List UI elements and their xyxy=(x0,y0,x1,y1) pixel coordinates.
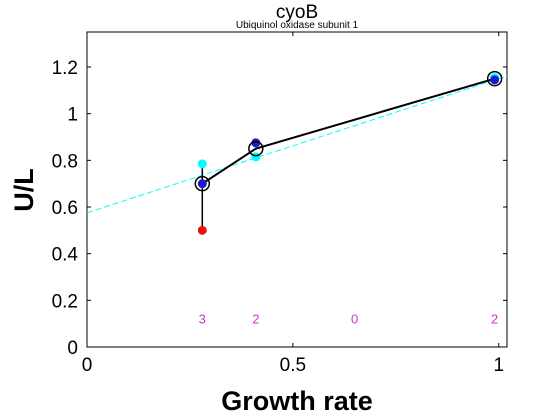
y-tick-label: 0.6 xyxy=(52,198,78,219)
replicate-point xyxy=(197,159,207,169)
count-label: 2 xyxy=(491,312,498,327)
x-tick-label: 1 xyxy=(493,355,504,376)
x-axis-label: Growth rate xyxy=(221,386,373,416)
x-tick-label: 0 xyxy=(82,355,93,376)
count-label: 0 xyxy=(351,312,358,327)
chart-title: cyoB xyxy=(276,2,318,23)
y-tick-label: 0.2 xyxy=(52,291,78,312)
y-axis-label: U/L xyxy=(9,168,39,212)
y-tick-label: 1 xyxy=(67,105,78,126)
mean-marker xyxy=(486,70,503,87)
count-label: 2 xyxy=(252,312,259,327)
replicate-point xyxy=(490,75,500,85)
y-tick-label: 1.2 xyxy=(52,58,78,79)
replicate-point xyxy=(197,179,207,189)
y-tick-label: 0 xyxy=(67,338,78,359)
tick-layer: 0 0.5 1 0 0.2 0.4 0.6 0.8 1 1.2 xyxy=(52,32,507,376)
y-tick-label: 0.4 xyxy=(52,245,79,266)
replicate-point xyxy=(251,152,261,162)
plot-layer: 3 2 0 2 xyxy=(86,70,508,327)
mean-marker xyxy=(194,175,211,192)
y-tick-label: 0.8 xyxy=(52,151,78,172)
chart-subtitle: Ubiquinol oxidase subunit 1 xyxy=(236,20,359,31)
x-tick-label: 0.5 xyxy=(280,355,306,376)
replicate-point xyxy=(197,225,207,235)
plot-area xyxy=(86,31,508,348)
fit-line xyxy=(86,75,508,214)
count-label: 3 xyxy=(199,312,206,327)
mean-marker xyxy=(248,140,264,157)
mean-line xyxy=(201,77,495,185)
replicate-point xyxy=(251,138,261,148)
